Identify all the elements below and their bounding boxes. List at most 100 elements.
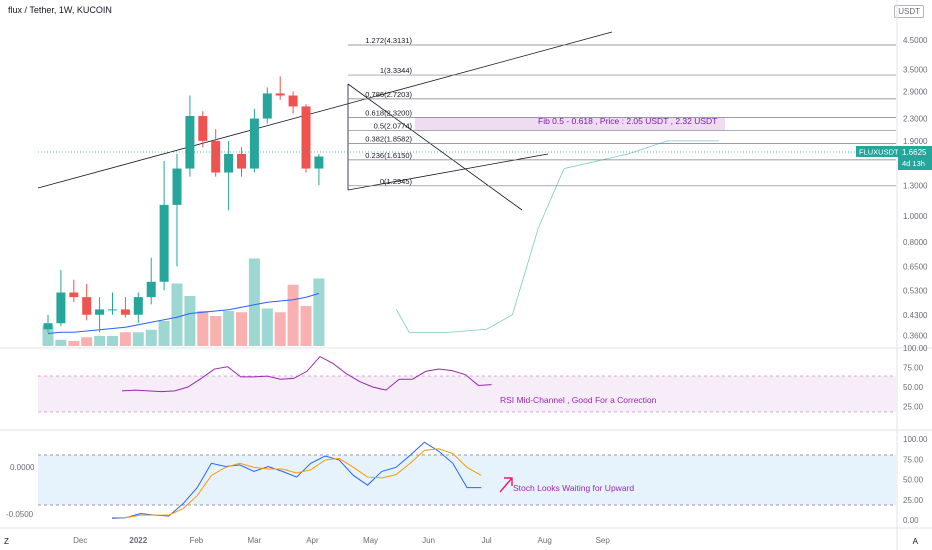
volume-bar xyxy=(184,296,196,346)
volume-bar xyxy=(248,258,260,346)
stoch-band xyxy=(38,455,896,505)
candle-body xyxy=(198,116,208,141)
volume-bar xyxy=(313,278,325,346)
volume-bar xyxy=(42,326,54,346)
volume-bar xyxy=(261,308,273,346)
volume-bar xyxy=(300,306,312,346)
volume-bar xyxy=(55,339,67,346)
volume-bar xyxy=(287,284,299,346)
rsi-line xyxy=(121,355,492,393)
last-price-tag xyxy=(898,146,932,170)
stoch-tick: 25.00 xyxy=(903,496,924,505)
fib-level-label: 0.382(1.8582) xyxy=(365,134,412,143)
fib-retracement[interactable]: 1.272(4.3131) 1(3.3344) 0.786(2.7203) 0.618… xyxy=(348,36,896,187)
stoch-left-tick: -0.0500 xyxy=(6,510,34,519)
rsi-axis: 100.00 75.00 50.00 25.00 xyxy=(121,344,928,412)
stoch-tick: 75.00 xyxy=(903,455,924,464)
time-axis[interactable]: Dec 2022 Feb Mar Apr May Jun Jul Aug Sep xyxy=(73,536,610,545)
price-tick: 0.8000 xyxy=(903,238,928,247)
fib-zone-band xyxy=(415,117,725,131)
rsi-tick: 75.00 xyxy=(903,364,924,373)
currency-unit-button[interactable]: USDT xyxy=(894,5,924,18)
candle-body xyxy=(56,292,66,324)
price-tick: 3.5000 xyxy=(903,65,928,74)
rsi-tick: 25.00 xyxy=(903,403,924,412)
price-tick: 0.3600 xyxy=(903,332,928,341)
time-tick: Mar xyxy=(248,536,262,545)
candles xyxy=(43,76,324,333)
stoch-tick: 50.00 xyxy=(903,476,924,485)
overlay-lines xyxy=(395,140,719,333)
rsi-tick: 100.00 xyxy=(903,344,928,353)
time-tick: Jun xyxy=(422,536,435,545)
candle-body xyxy=(249,118,259,169)
fib-level-label: 0.5(2.0774) xyxy=(374,121,413,130)
volume-bar xyxy=(68,341,80,346)
fib-level-label: 0(1.2945) xyxy=(380,177,413,186)
stoch-tick: 100.00 xyxy=(903,435,928,444)
price-tick: 0.6500 xyxy=(903,262,928,271)
volume-bar xyxy=(223,311,235,346)
time-tick: Apr xyxy=(306,536,319,545)
rsi-annotation: RSI Mid-Channel , Good For a Correction xyxy=(500,395,657,405)
time-tick: Dec xyxy=(73,536,87,545)
candle-body xyxy=(237,153,246,169)
price-tick: 1.9000 xyxy=(903,137,928,146)
price-tick: 0.4300 xyxy=(903,311,928,320)
fib-level-label: 1.272(4.3131) xyxy=(365,36,412,45)
price-tick: 2.9000 xyxy=(903,87,928,96)
time-tick: 2022 xyxy=(129,536,147,545)
volume-bars xyxy=(42,258,325,346)
volume-bar xyxy=(107,336,118,346)
candle-body xyxy=(224,153,234,173)
candle-body xyxy=(185,116,195,169)
price-tick: 2.3000 xyxy=(903,115,928,124)
candle-body xyxy=(69,292,79,298)
stoch-k-line xyxy=(111,441,482,519)
fib-level-label: 1(3.3344) xyxy=(380,66,413,75)
symbol-tag xyxy=(856,146,898,157)
fib-level-label: 0.786(2.7203) xyxy=(365,90,412,99)
candle-body xyxy=(133,297,143,315)
volume-bar xyxy=(210,316,222,346)
candle-body xyxy=(108,309,117,311)
stoch-d-line xyxy=(112,448,482,519)
rsi-tick: 50.00 xyxy=(903,383,924,392)
candle-body xyxy=(314,156,324,169)
trendline-descending[interactable] xyxy=(347,83,523,211)
candle-body xyxy=(301,106,311,169)
time-tick: Feb xyxy=(189,536,203,545)
volume-bar xyxy=(236,312,247,346)
candle-body xyxy=(211,140,221,173)
stoch-tick: 0.00 xyxy=(903,516,919,525)
stoch-axis: 100.00 75.00 50.00 25.00 0.00 0.0000 -0.0500 xyxy=(6,435,928,525)
symbol-label: FLUXUSDT xyxy=(859,148,899,157)
fib-level-label: 0.618(2.3200) xyxy=(365,109,412,118)
price-tick: 4.5000 xyxy=(903,36,928,45)
trendline-upper[interactable] xyxy=(37,31,613,189)
stoch-annotation: Stoch Looks Waiting for Upward xyxy=(513,483,634,493)
candle-body xyxy=(275,93,285,96)
price-tick: 1.3000 xyxy=(903,181,928,190)
candle-body xyxy=(262,93,272,119)
volume-bar xyxy=(119,332,131,346)
volume-bar xyxy=(94,336,106,346)
volume-bar xyxy=(197,311,209,346)
candle-body xyxy=(288,95,298,107)
candle-body xyxy=(43,323,53,330)
candle-body xyxy=(159,204,169,282)
volume-bar xyxy=(81,337,93,346)
price-axis[interactable]: 4.50003.50002.90002.30001.90001.60001.30… xyxy=(903,36,928,341)
volume-bar xyxy=(132,332,144,346)
volume-bar xyxy=(158,321,170,346)
stoch-left-tick: 0.0000 xyxy=(10,463,35,472)
last-price-value: 1.6625 xyxy=(902,148,927,157)
price-projection-line xyxy=(395,140,719,333)
volume-bar xyxy=(274,312,286,346)
volume-bar xyxy=(145,329,157,346)
rsi-band xyxy=(38,376,896,412)
auto-scale-button[interactable]: A xyxy=(912,537,918,546)
timezone-button[interactable]: Z xyxy=(4,537,9,546)
volume-ma-line xyxy=(47,293,320,334)
